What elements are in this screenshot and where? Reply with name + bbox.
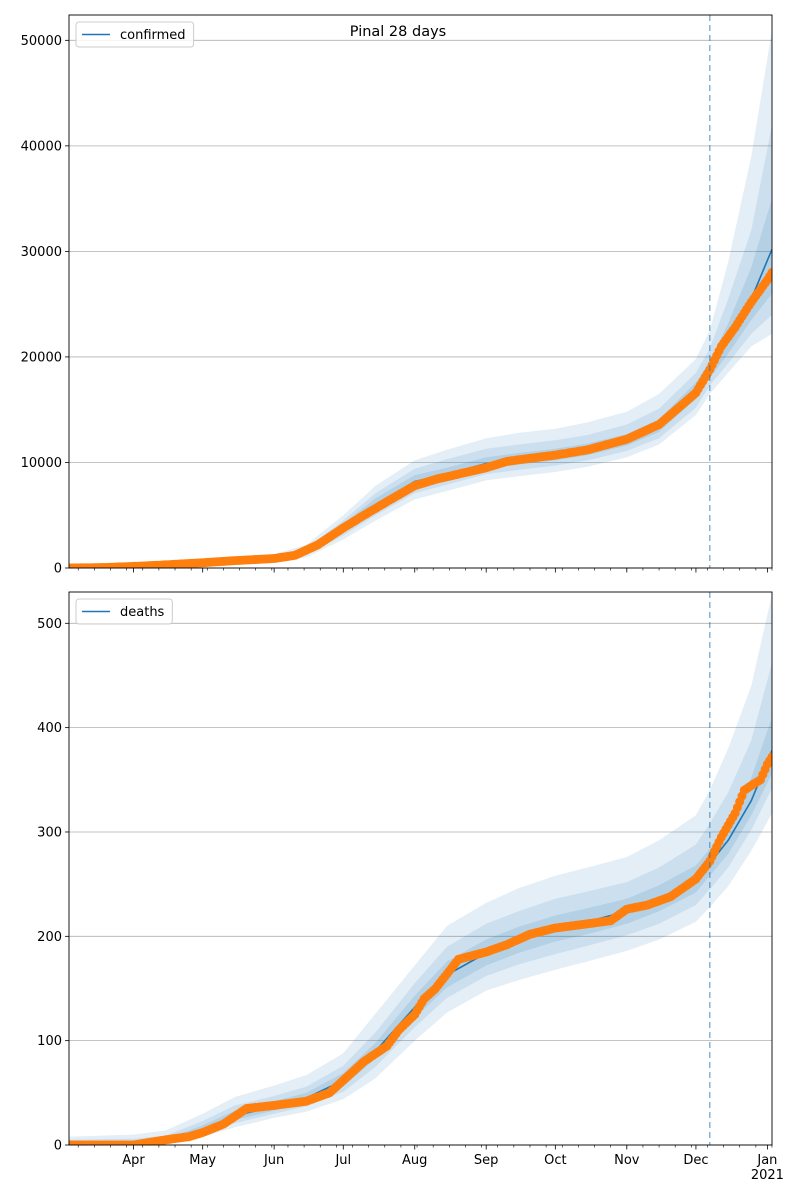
y-tick-label: 300 [37, 825, 62, 840]
x-tick-label: Nov [614, 1153, 640, 1168]
observed-points [69, 268, 772, 568]
uncertainty-band-1 [69, 124, 772, 568]
legend: deaths [75, 598, 173, 625]
x-tick-label: Jun [263, 1153, 284, 1168]
uncertainty-band-0 [69, 29, 772, 568]
x-tick-label: Oct [544, 1153, 566, 1168]
figure-title: Pinal 28 days [350, 24, 446, 40]
y-tick-label: 0 [54, 562, 62, 577]
y-tick-label: 400 [37, 721, 62, 736]
x-tick-label: Apr [122, 1153, 145, 1168]
y-tick-label: 30000 [21, 245, 62, 260]
x-tick-label: Sep [474, 1153, 499, 1168]
legend-label: confirmed [120, 28, 186, 43]
axes-frame [68, 14, 773, 569]
y-tick-label: 40000 [21, 139, 62, 154]
confirmed-panel: 0 10000 20000 30000 40000 50000 confirmed [21, 14, 773, 577]
observed-point [767, 752, 772, 762]
y-tick-label: 500 [37, 617, 62, 632]
observed-point [767, 268, 772, 277]
uncertainty-bands [69, 29, 772, 568]
y-tick-label: 100 [37, 1034, 62, 1049]
y-tick-label: 20000 [21, 350, 62, 365]
y-tick-label: 50000 [21, 34, 62, 49]
y-tick-label: 0 [54, 1139, 62, 1154]
x-tick-label: Dec [683, 1153, 708, 1168]
x-tick-label: May [189, 1153, 216, 1168]
legend-box [75, 598, 173, 625]
uncertainty-band-0 [69, 594, 772, 1145]
legend-box [75, 21, 195, 48]
y-tick-label: 200 [37, 930, 62, 945]
deaths-panel: 0 100 200 300 400 500 Apr May Jun Jul Aug Sep Oct Nov… [37, 591, 784, 1183]
legend-label: deaths [120, 605, 165, 620]
observed-points [69, 752, 772, 1145]
axes-frame [68, 591, 773, 1146]
x-tick-label: Aug [402, 1153, 427, 1168]
y-tick-label: 10000 [21, 456, 62, 471]
x-tick-label: Jan 2021 [751, 1153, 784, 1183]
legend: confirmed [75, 21, 195, 48]
x-tick-label: Jul [334, 1153, 351, 1168]
